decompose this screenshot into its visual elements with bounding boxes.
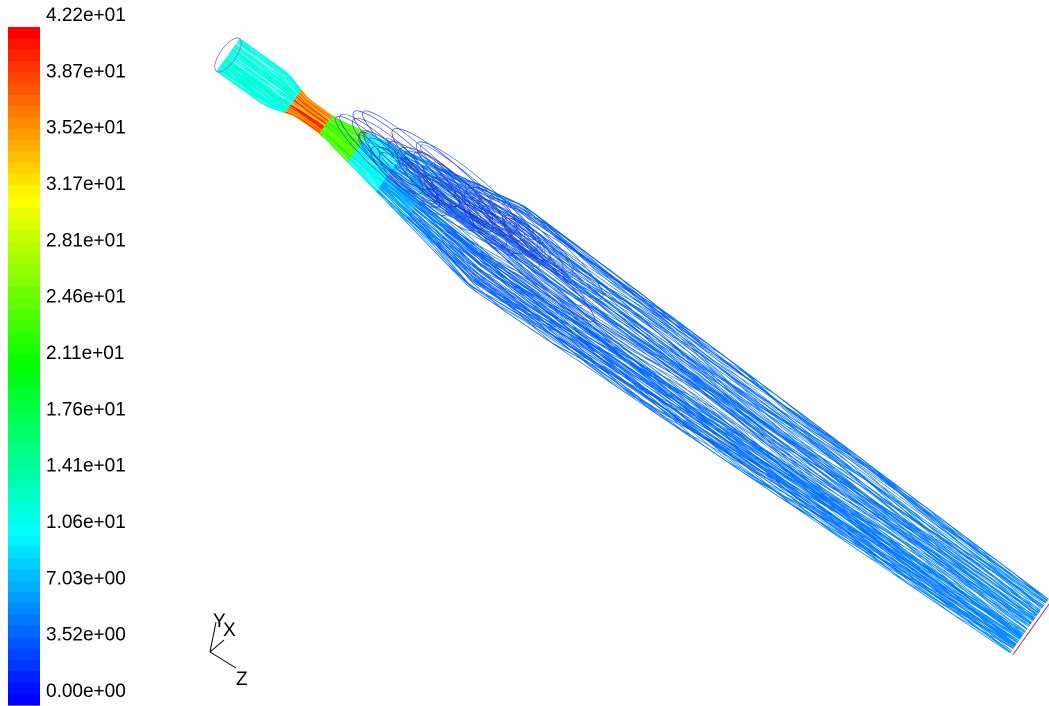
- colorbar-band: [8, 264, 40, 276]
- colorbar-band: [8, 276, 40, 288]
- colorbar-band: [8, 400, 40, 412]
- colorbar-band: [8, 603, 40, 615]
- viewport: 4.22e+01 3.87e+01 3.52e+01 3.17e+01 2.81e+01…: [0, 0, 1049, 706]
- colorbar-label: 3.52e+01: [46, 118, 126, 139]
- pathline: [709, 345, 741, 369]
- colorbar-band: [8, 637, 40, 649]
- colorbar-band: [8, 117, 40, 129]
- colorbar-band: [8, 298, 40, 310]
- colorbar-band: [8, 208, 40, 220]
- colorbar-band: [8, 682, 40, 694]
- colorbar: 4.22e+01 3.87e+01 3.52e+01 3.17e+01 2.81e+01…: [8, 5, 126, 706]
- colorbar-band: [8, 140, 40, 152]
- colorbar-band: [8, 558, 40, 570]
- colorbar-band: [8, 72, 40, 84]
- colorbar-band: [8, 626, 40, 638]
- colorbar-band: [8, 694, 40, 706]
- colorbar-band: [8, 310, 40, 322]
- colorbar-label: 1.76e+01: [46, 399, 126, 420]
- pathline: [643, 301, 675, 325]
- pathline: [997, 561, 1029, 585]
- colorbar-band: [8, 615, 40, 627]
- colorbar-band: [8, 581, 40, 593]
- triad-z-axis: [210, 652, 236, 668]
- colorbar-band: [8, 649, 40, 661]
- colorbar-band: [8, 411, 40, 423]
- colorbar-label: 0.00e+00: [46, 681, 126, 702]
- colorbar-band: [8, 456, 40, 468]
- colorbar-band: [8, 84, 40, 96]
- colorbar-band: [8, 423, 40, 435]
- colorbar-band: [8, 163, 40, 175]
- axes-triad: Y X Z: [210, 611, 248, 690]
- pathline: [867, 468, 899, 492]
- colorbar-band: [8, 219, 40, 231]
- colorbar-band: [8, 569, 40, 581]
- colorbar-band: [8, 355, 40, 367]
- colorbar-band: [8, 253, 40, 265]
- colorbar-label: 1.06e+01: [46, 512, 126, 533]
- colorbar-band: [8, 61, 40, 73]
- pathline: [498, 297, 533, 318]
- colorbar-label: 7.03e+00: [46, 568, 126, 589]
- colorbar-band: [8, 197, 40, 209]
- colorbar-band: [8, 332, 40, 344]
- triad-x-label: X: [223, 620, 236, 641]
- pathline: [900, 490, 931, 516]
- colorbar-band: [8, 524, 40, 536]
- colorbar-label: 2.11e+01: [46, 343, 124, 364]
- pathline: [578, 253, 611, 276]
- colorbar-band: [8, 502, 40, 514]
- colorbar-band: [8, 287, 40, 299]
- colorbar-band: [8, 434, 40, 446]
- colorbar-band: [8, 106, 40, 118]
- pathline: [796, 430, 827, 455]
- colorbar-band: [8, 50, 40, 62]
- pathline: [548, 226, 577, 254]
- colorbar-label: 3.87e+01: [46, 61, 126, 82]
- colorbar-band: [8, 343, 40, 355]
- colorbar-band: [8, 660, 40, 672]
- colorbar-band: [8, 95, 40, 107]
- colorbar-band: [8, 377, 40, 389]
- colorbar-band: [8, 151, 40, 163]
- pathlines: [210, 34, 1049, 655]
- colorbar-band: [8, 321, 40, 333]
- colorbar-band: [8, 671, 40, 683]
- colorbar-band: [8, 479, 40, 491]
- pathline: [963, 540, 995, 564]
- colorbar-band: [8, 490, 40, 502]
- colorbar-band: [8, 592, 40, 604]
- colorbar-band: [8, 468, 40, 480]
- colorbar-band: [8, 174, 40, 186]
- colorbar-band: [8, 366, 40, 378]
- colorbar-band: [8, 230, 40, 242]
- colorbar-band: [8, 185, 40, 197]
- colorbar-label: 3.52e+00: [46, 625, 126, 646]
- colorbar-band: [8, 547, 40, 559]
- colorbar-band: [8, 445, 40, 457]
- colorbar-band: [8, 129, 40, 141]
- colorbar-band: [8, 536, 40, 548]
- triad-z-label: Z: [236, 669, 248, 690]
- colorbar-label: 1.41e+01: [46, 456, 126, 477]
- colorbar-label: 4.22e+01: [46, 5, 126, 26]
- colorbar-label: 2.46e+01: [46, 287, 126, 308]
- colorbar-label: 3.17e+01: [46, 174, 126, 195]
- colorbar-band: [8, 513, 40, 525]
- colorbar-band: [8, 389, 40, 401]
- pathline: [584, 313, 614, 340]
- colorbar-band: [8, 38, 40, 50]
- colorbar-band: [8, 27, 40, 39]
- colorbar-label: 2.81e+01: [46, 230, 126, 251]
- colorbar-band: [8, 242, 40, 254]
